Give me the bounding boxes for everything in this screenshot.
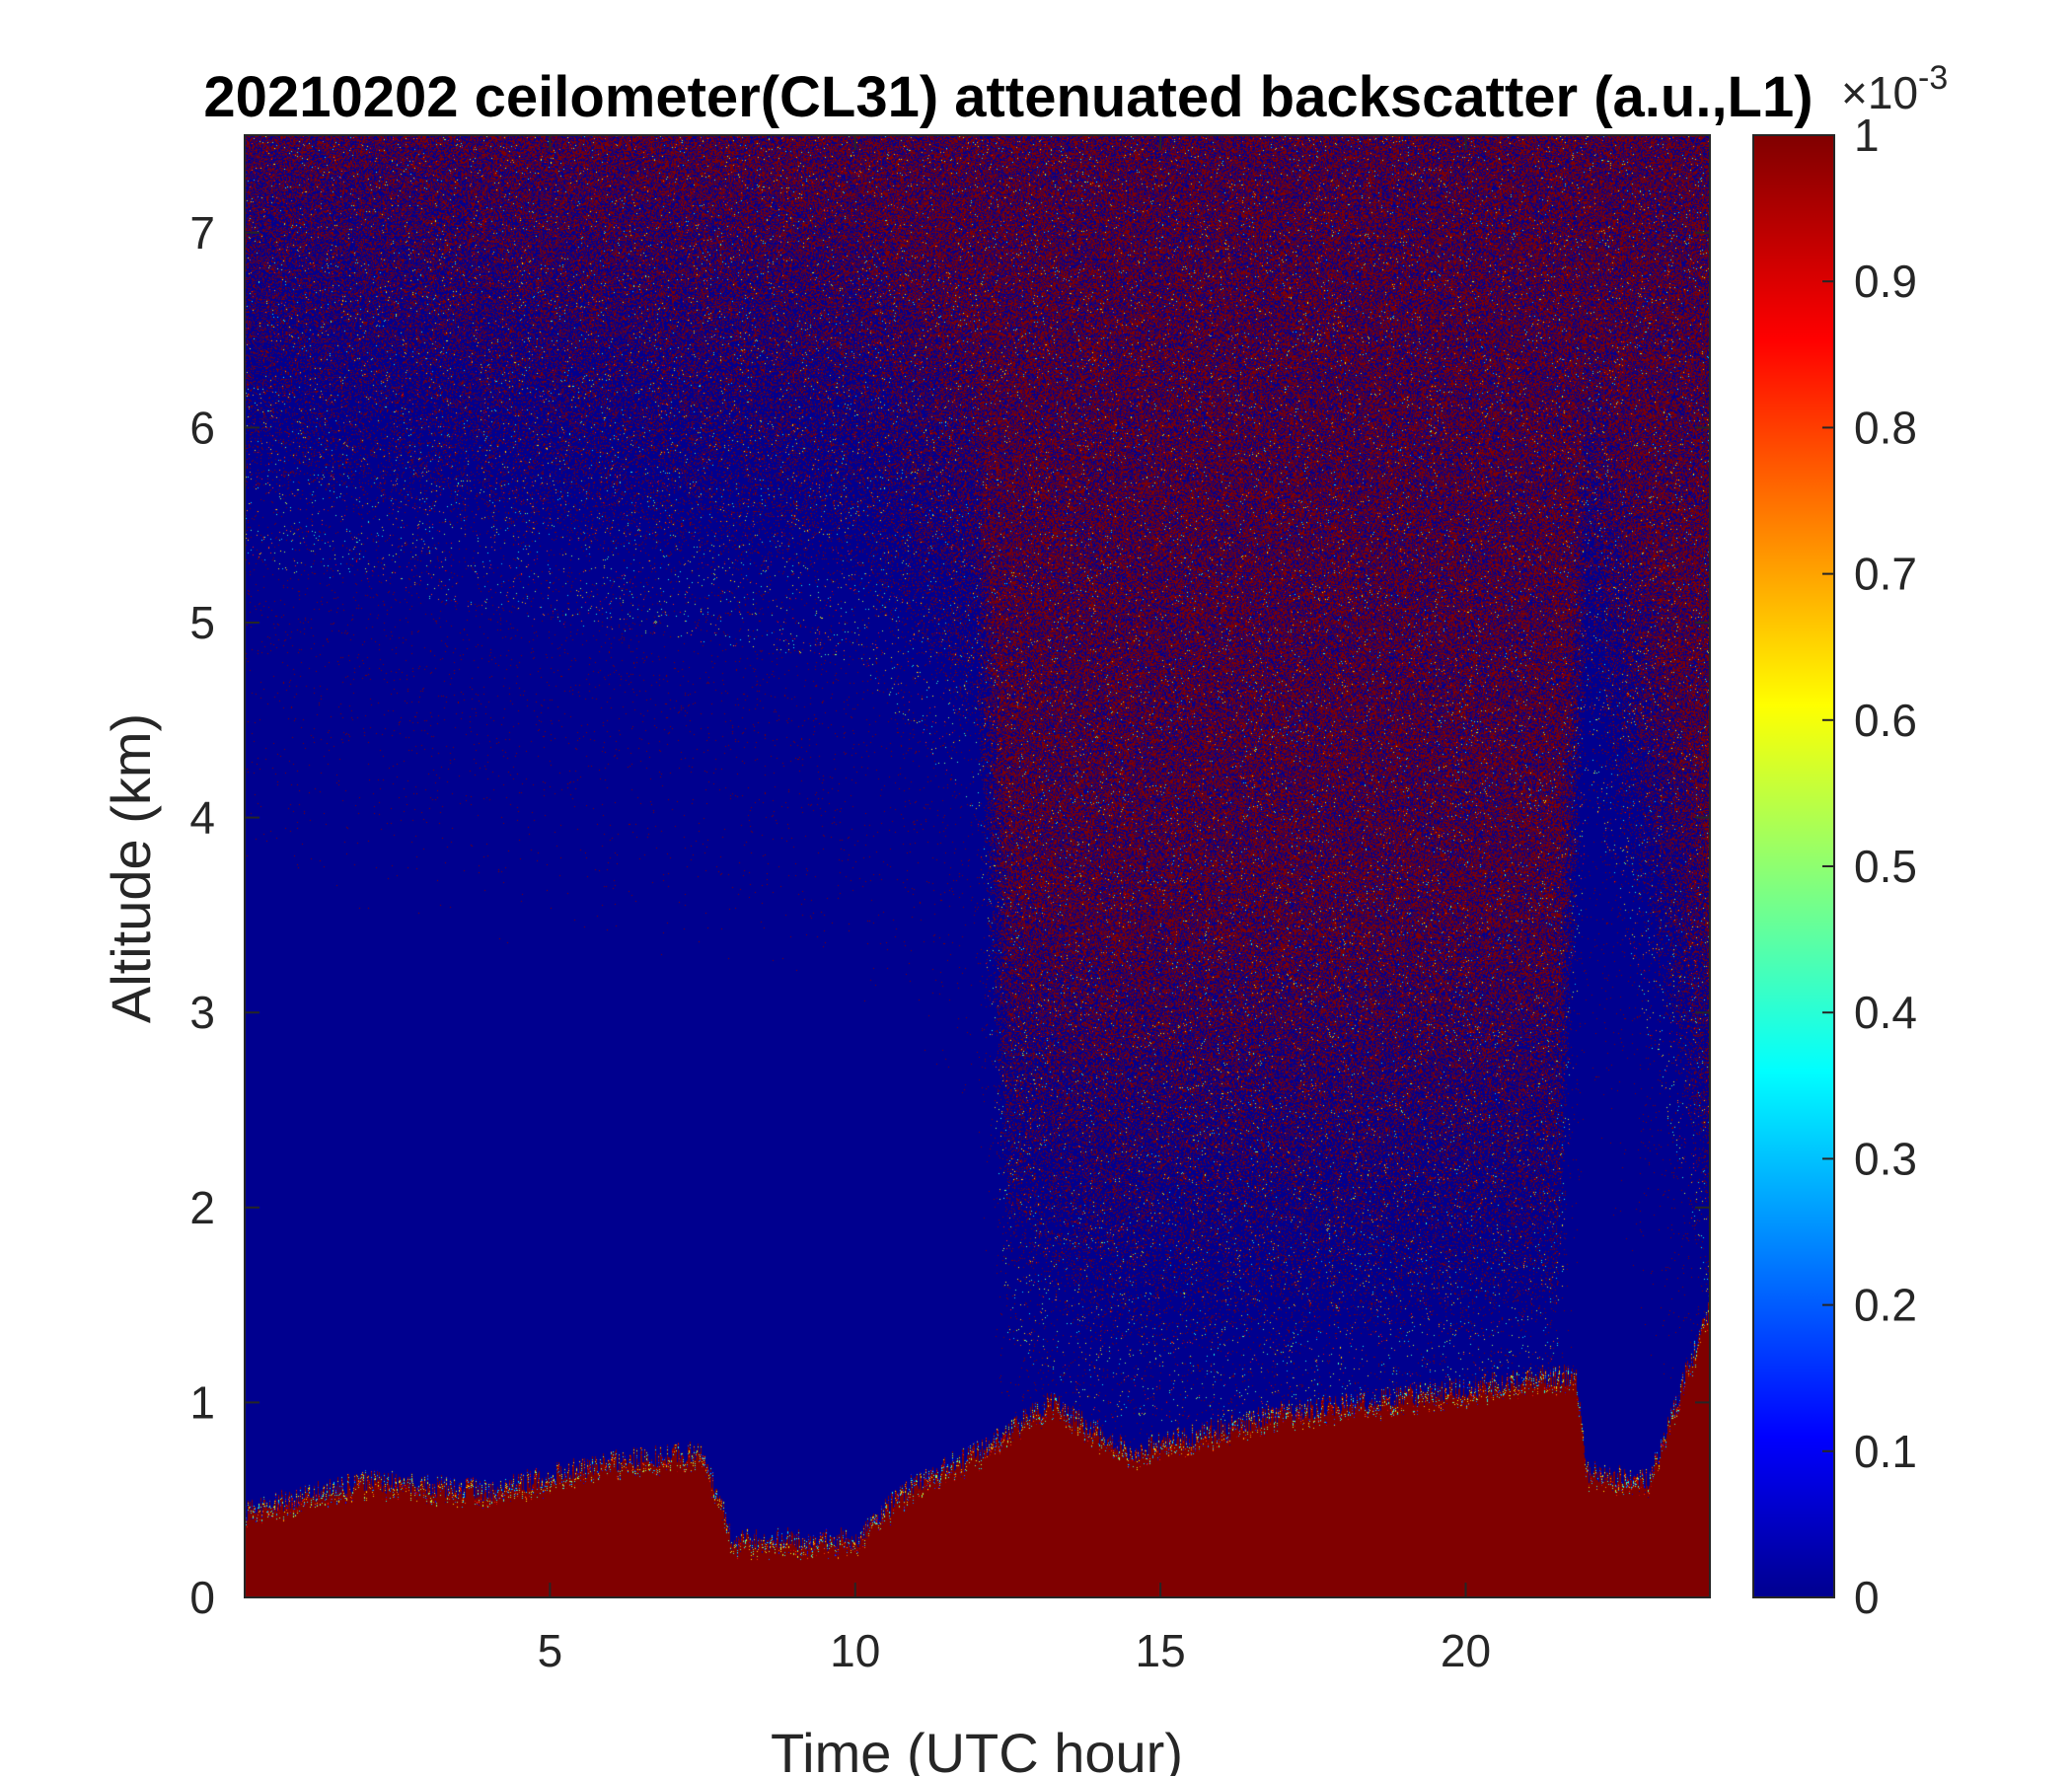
y-tick-label: 2 bbox=[189, 1182, 215, 1233]
colorbar-exponent-base: ×10 bbox=[1841, 67, 1918, 118]
colorbar-tick-label: 0.3 bbox=[1854, 1133, 1917, 1184]
y-tick-label: 6 bbox=[189, 402, 215, 453]
colorbar-tick-label: 0.4 bbox=[1854, 987, 1917, 1038]
plot-frame bbox=[244, 134, 1711, 1598]
plot-area: 5 10 15 20 0 1 2 3 4 5 6 7 bbox=[189, 134, 1711, 1676]
colorbar-tick-label: 1 bbox=[1854, 110, 1880, 161]
colorbar-gradient bbox=[1752, 134, 1835, 1598]
colorbar-ticks: 0 0.1 0.2 0.3 0.4 0.5 0.6 0.7 0.8 0.9 1 bbox=[1822, 110, 1917, 1623]
heatmap-container bbox=[245, 135, 1710, 1597]
colorbar-tick-label: 0.1 bbox=[1854, 1426, 1917, 1477]
colorbar-tick-label: 0.8 bbox=[1854, 402, 1917, 453]
colorbar-tick-label: 0.5 bbox=[1854, 841, 1917, 892]
x-tick-label: 15 bbox=[1136, 1625, 1186, 1676]
colorbar-exponent-power: -3 bbox=[1918, 59, 1948, 97]
x-tick-label: 10 bbox=[830, 1625, 880, 1676]
x-tick-label: 20 bbox=[1441, 1625, 1491, 1676]
y-tick-label: 5 bbox=[189, 597, 215, 648]
colorbar-tick-label: 0.9 bbox=[1854, 256, 1917, 307]
colorbar-tick-label: 0 bbox=[1854, 1572, 1880, 1623]
x-tick-label: 5 bbox=[538, 1625, 563, 1676]
y-tick-label: 3 bbox=[189, 987, 215, 1038]
x-axis-label: Time (UTC hour) bbox=[771, 1722, 1183, 1776]
backscatter-heatmap bbox=[245, 135, 1710, 1597]
y-tick-label: 0 bbox=[189, 1572, 215, 1623]
y-tick-label: 4 bbox=[189, 792, 215, 844]
colorbar-exponent: ×10-3 bbox=[1841, 59, 1948, 118]
y-axis-label: Altitude (km) bbox=[100, 713, 162, 1023]
chart-title: 20210202 ceilometer(CL31) attenuated bac… bbox=[203, 65, 1813, 129]
colorbar-tick-label: 0.7 bbox=[1854, 549, 1917, 600]
colorbar: 0 0.1 0.2 0.3 0.4 0.5 0.6 0.7 0.8 0.9 1 ×10-3 bbox=[1752, 59, 1948, 1623]
colorbar-tick-label: 0.2 bbox=[1854, 1280, 1917, 1331]
colorbar-tick-label: 0.6 bbox=[1854, 695, 1917, 746]
y-tick-label: 1 bbox=[189, 1376, 215, 1428]
y-tick-label: 7 bbox=[189, 207, 215, 259]
y-axis-ticks: 0 1 2 3 4 5 6 7 bbox=[189, 207, 1710, 1623]
x-axis-ticks: 5 10 15 20 bbox=[538, 135, 1491, 1676]
